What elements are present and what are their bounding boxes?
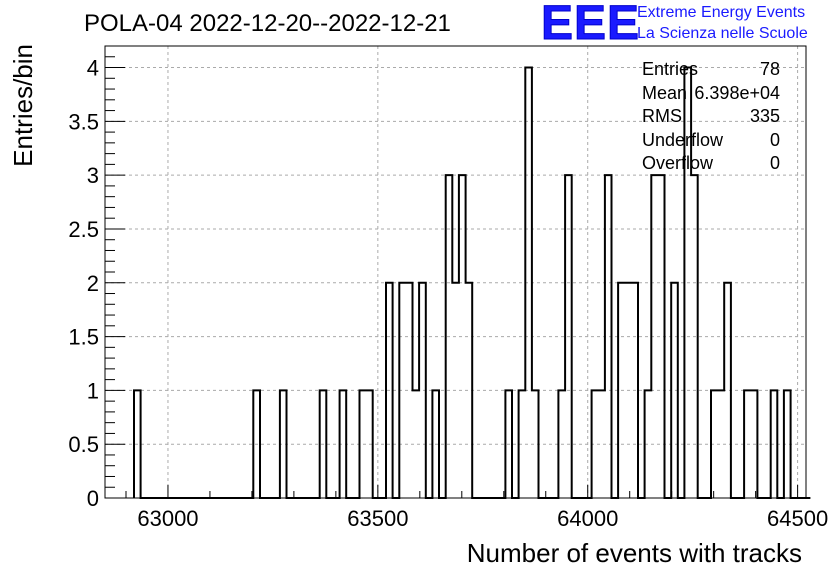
y-tick-label: 2 [87, 271, 99, 296]
logo-line-1: Extreme Energy Events [637, 4, 806, 21]
stat-value: 6.398e+04 [694, 82, 780, 103]
x-tick-label: 63000 [137, 506, 198, 531]
axis-ticks [105, 45, 799, 499]
logo-line-2: La Scienza nelle Scuole [637, 25, 808, 42]
y-tick-label: 3 [87, 163, 99, 188]
stat-value: 0 [769, 129, 780, 150]
y-tick-label: 3.5 [68, 109, 99, 134]
stat-label: RMS [642, 106, 682, 126]
y-tick-labels: 0 0.5 1 1.5 2 2.5 3 3.5 4 [68, 56, 99, 511]
eee-logo: EEE [540, 0, 641, 51]
y-tick-label: 1 [87, 378, 99, 403]
x-tick-label: 63500 [347, 506, 408, 531]
y-tick-label: 0 [87, 486, 99, 511]
x-axis-label: Number of events with tracks [467, 538, 802, 568]
y-tick-label: 1.5 [68, 325, 99, 350]
stat-value: 0 [769, 153, 780, 173]
y-axis-label: Entries/bin [8, 44, 38, 167]
stat-label: Entries [642, 59, 699, 79]
stat-row-rms: RMS 335 [642, 105, 780, 129]
x-tick-label: 64500 [767, 506, 828, 531]
chart-title: POLA-04 2022-12-20--2022-12-21 [84, 10, 451, 37]
stat-row-underflow: Underflow 0 [642, 129, 780, 153]
stat-row-entries: Entries 78 [642, 58, 780, 82]
stat-label: Mean [642, 82, 688, 103]
stat-row-mean: Mean 6.398e+04 [642, 82, 780, 106]
y-tick-label: 4 [87, 56, 99, 81]
grid-lines [105, 46, 806, 498]
x-tick-labels: 63000 63500 64000 64500 [137, 506, 828, 531]
stat-value: 78 [759, 59, 780, 79]
x-tick-label: 64000 [557, 506, 618, 531]
y-tick-label: 0.5 [68, 432, 99, 457]
stat-label: Overflow [642, 153, 714, 173]
stats-box: Entries 78 Mean 6.398e+04 RMS 335 Underf… [642, 58, 780, 176]
stat-row-overflow: Overflow 0 [642, 152, 780, 176]
y-tick-label: 2.5 [68, 217, 99, 242]
stat-value: 335 [749, 106, 780, 126]
stat-label: Underflow [642, 129, 724, 150]
